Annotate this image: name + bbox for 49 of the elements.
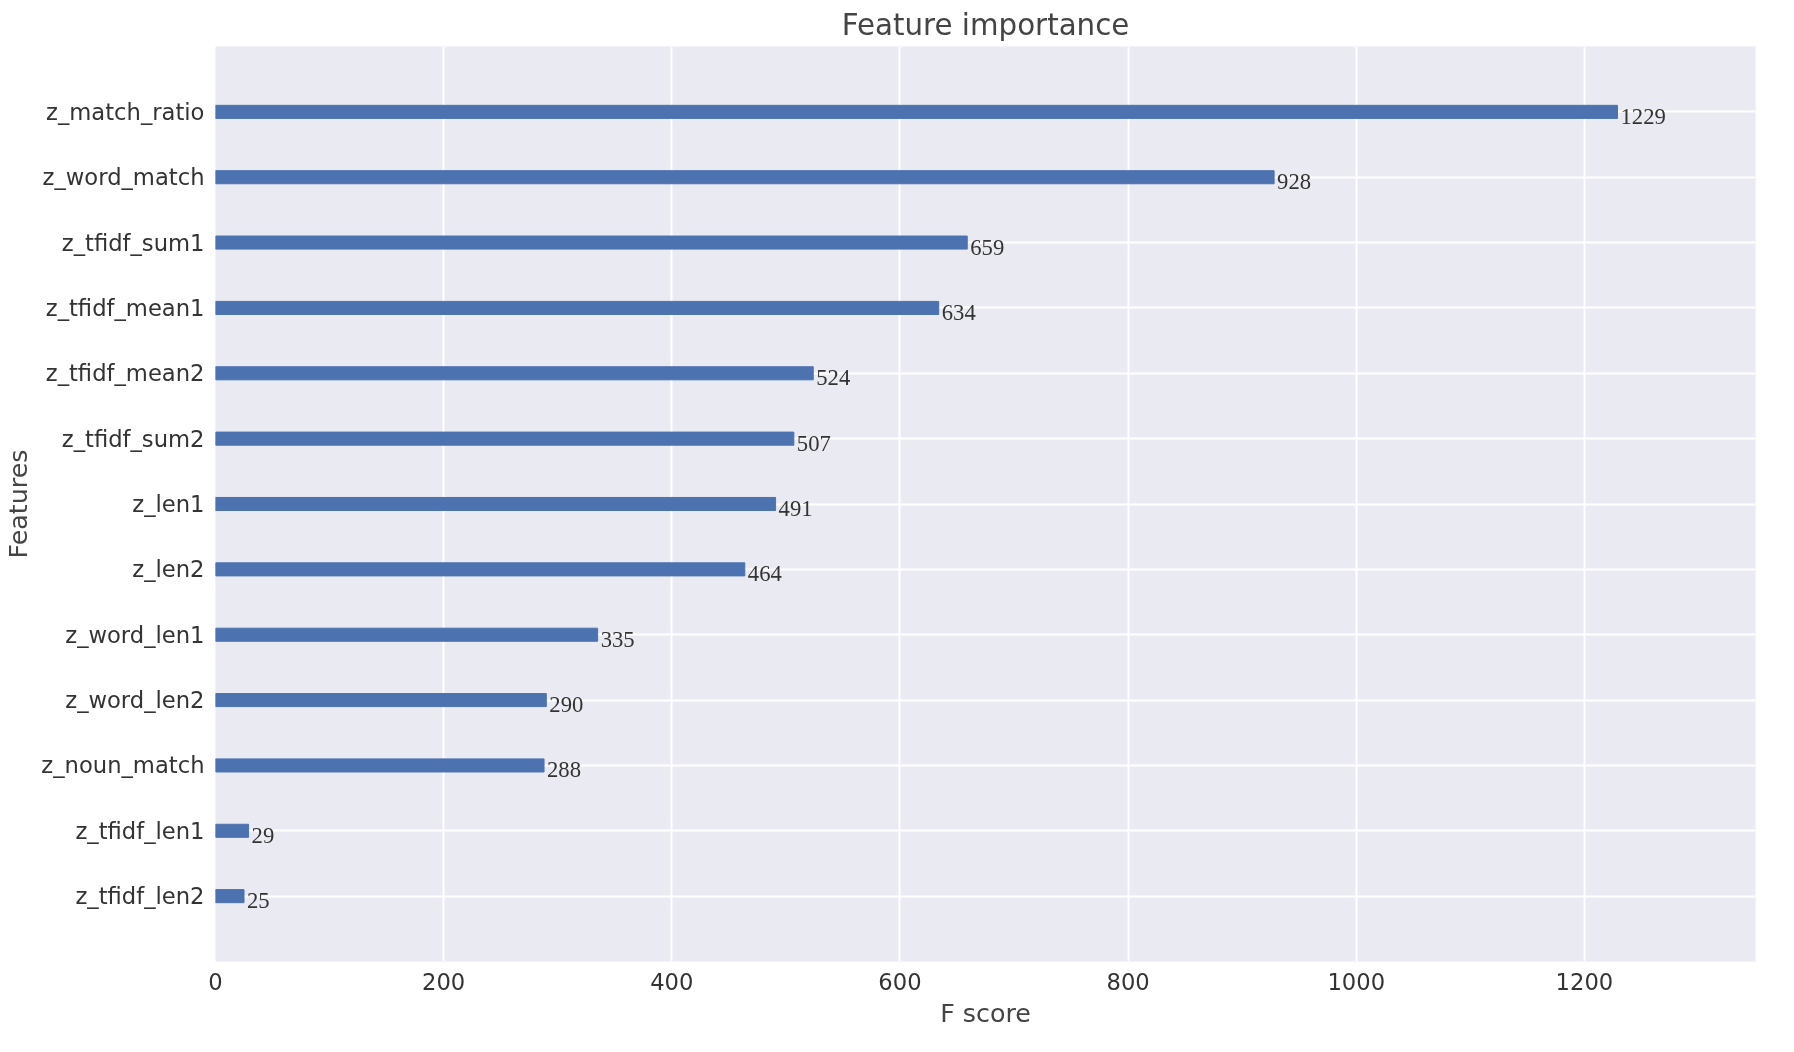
data-label: 659: [970, 234, 1005, 260]
bar: [215, 235, 968, 250]
y-tick-label: z_tfidf_sum1: [61, 229, 205, 256]
y-tick-label: z_tfidf_sum2: [61, 425, 205, 452]
bar: [215, 300, 940, 315]
y-tick-label: z_len1: [132, 491, 205, 517]
x-tick-label: 0: [208, 968, 223, 995]
data-label: 288: [547, 757, 582, 783]
data-label: 1229: [1620, 103, 1666, 129]
data-label: 928: [1277, 169, 1312, 195]
bar: [215, 562, 746, 577]
y-tick-label: z_word_len1: [65, 621, 205, 648]
data-label: 634: [941, 299, 976, 325]
bar: [215, 823, 250, 838]
chart-title: Feature importance: [841, 7, 1130, 42]
x-tick-label: 1000: [1327, 968, 1386, 995]
bar: [215, 627, 599, 642]
y-tick-label: z_tfidf_mean1: [45, 294, 205, 321]
x-tick-label: 800: [1106, 968, 1150, 995]
y-tick-label: z_word_match: [42, 164, 205, 191]
bar: [215, 431, 795, 446]
y-tick-label: z_word_len2: [65, 687, 205, 714]
data-label: 335: [600, 626, 635, 652]
data-label: 290: [549, 692, 584, 718]
data-label: 25: [247, 888, 270, 914]
y-tick-label: z_tfidf_len1: [75, 817, 205, 844]
bar: [215, 496, 777, 512]
bar: [215, 889, 245, 904]
x-tick-label: 400: [650, 968, 694, 995]
bar: [215, 170, 1275, 185]
y-tick-label: z_match_ratio: [46, 98, 205, 125]
bar: [215, 758, 545, 773]
data-label: 524: [816, 365, 851, 391]
data-label: 464: [747, 561, 782, 587]
x-axis-title: F score: [940, 997, 1031, 1028]
bar: [215, 104, 1618, 119]
data-label: 507: [796, 430, 831, 456]
data-label: 491: [778, 496, 813, 521]
y-axis-title: Features: [3, 449, 34, 559]
y-tick-label: z_tfidf_len2: [75, 883, 205, 910]
bar: [215, 366, 814, 381]
data-label: 29: [251, 822, 275, 848]
x-tick-label: 1200: [1555, 968, 1614, 995]
y-tick-label: z_tfidf_mean2: [45, 360, 205, 387]
x-tick-label: 600: [878, 968, 922, 995]
bar: [215, 693, 547, 708]
y-tick-label: z_len2: [132, 556, 205, 583]
x-tick-label: 200: [422, 968, 466, 995]
y-tick-label: z_noun_match: [41, 752, 205, 779]
